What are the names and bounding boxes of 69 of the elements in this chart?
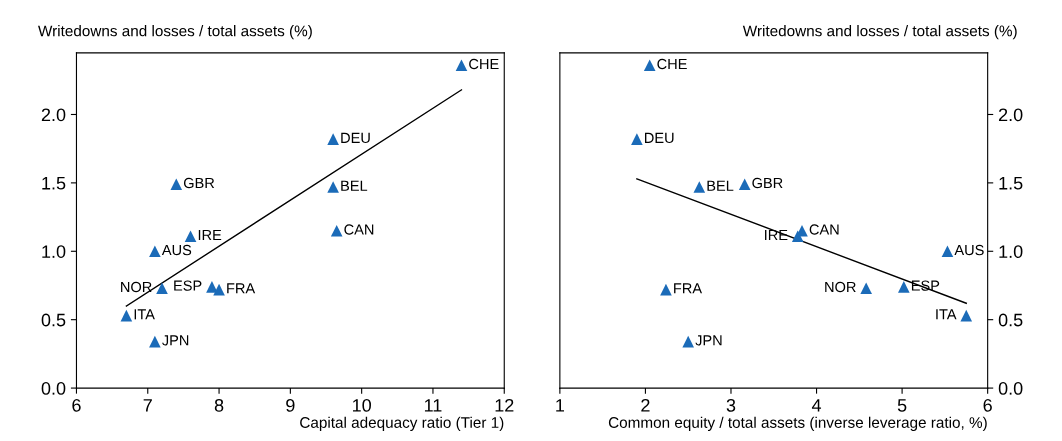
point (184, 230, 197, 243)
point (156, 282, 168, 295)
annotation: BEL (341, 180, 368, 191)
annotation: NOR (121, 281, 152, 293)
point (170, 178, 183, 191)
x-tick-label: 2 (641, 398, 650, 412)
annotation: CAN (344, 224, 374, 235)
x-tick-label: 12 (495, 398, 514, 412)
annotation: AUS (954, 244, 984, 256)
y-tick-label: 1.0 (999, 245, 1023, 258)
x-axis-title: Capital adequacy ratio (Tier 1) (300, 416, 504, 431)
annotation: JPN (695, 335, 722, 346)
annotation: BEL (707, 180, 734, 191)
point (327, 181, 339, 193)
annotation: DEU (341, 132, 370, 144)
annotation: IRE (198, 229, 222, 240)
annotation: NOR (825, 281, 856, 293)
point (643, 59, 656, 72)
annotation: DEU (645, 132, 674, 144)
x-tick-label: 7 (143, 399, 152, 412)
x-axis-title: Common equity / total assets (inverse leverage ratio, %) (608, 416, 987, 431)
point (960, 309, 973, 322)
y-tick-label: 0.5 (41, 313, 66, 327)
point (693, 181, 706, 193)
annotation: GBR (183, 177, 215, 189)
annotation: IRE (765, 229, 788, 240)
y-axis-title: Writedowns and losses / total assets (%) (38, 25, 312, 40)
point (330, 224, 343, 237)
point (738, 178, 751, 191)
x-tick-label: 3 (726, 398, 736, 412)
point (455, 59, 468, 72)
y-tick-label: 0.5 (998, 313, 1023, 327)
annotation: CHE (657, 58, 687, 70)
point (860, 282, 872, 295)
y-tick-label: 0.0 (998, 382, 1023, 395)
point (631, 133, 643, 145)
annotation: ITA (936, 309, 957, 320)
y-tick-label: 1.5 (999, 177, 1023, 190)
y-tick-label: 1.5 (42, 177, 66, 190)
annotation: GBR (752, 177, 783, 189)
point (206, 281, 218, 293)
x-tick-label: 4 (811, 399, 822, 412)
annotation: ESP (174, 280, 202, 291)
annotation: ITA (134, 309, 155, 320)
x-tick-label: 6 (72, 398, 81, 412)
point (898, 281, 910, 293)
point (120, 309, 133, 322)
x-tick-label: 8 (214, 398, 224, 412)
x-tick-label: 11 (424, 399, 442, 412)
y-axis-title: Writedowns and losses / total assets (%) (742, 25, 1017, 40)
y-tick-label: 2.0 (41, 108, 66, 122)
x-tick-label: 10 (352, 398, 371, 412)
x-tick-label: 1 (556, 399, 565, 412)
y-tick-label: 2.0 (998, 108, 1023, 122)
annotation: FRA (674, 283, 703, 294)
y-tick-label: 0.0 (41, 382, 66, 395)
x-tick-label: 6 (983, 398, 992, 412)
annotation: CHE (469, 58, 499, 70)
x-tick-label: 9 (286, 398, 295, 412)
point (327, 133, 339, 145)
annotation: JPN (162, 335, 189, 346)
point (682, 335, 695, 348)
point (941, 245, 954, 258)
annotation: AUS (161, 244, 192, 256)
y-tick-label: 1.0 (42, 245, 66, 258)
annotation: CAN (809, 224, 839, 235)
point (149, 245, 161, 258)
x-tick-label: 5 (897, 399, 907, 412)
annotation: FRA (227, 283, 256, 294)
